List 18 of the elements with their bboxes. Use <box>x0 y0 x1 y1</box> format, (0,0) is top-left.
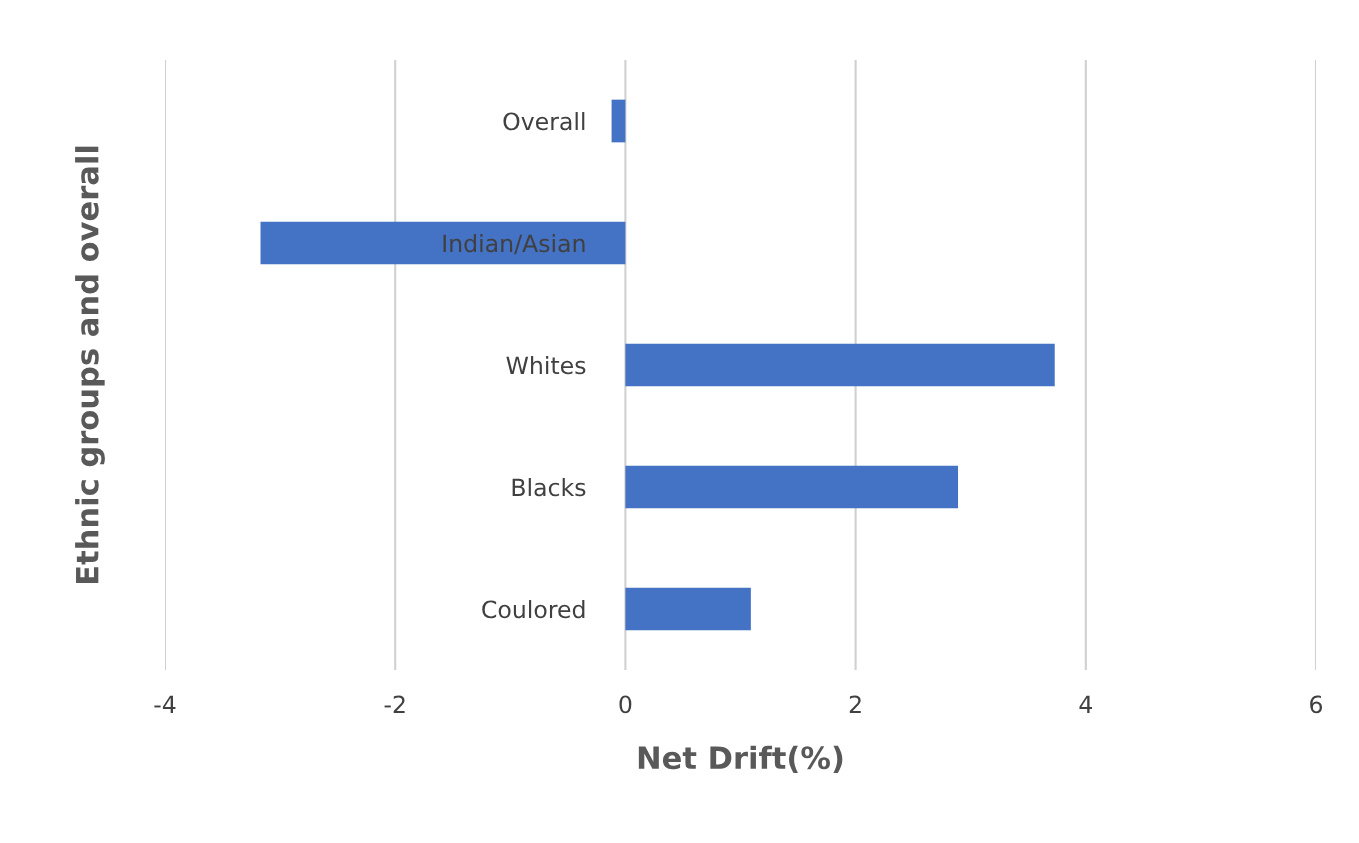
x-tick-label: 6 <box>1310 695 1323 714</box>
y-axis-title: Ethnic groups and overall <box>75 146 105 584</box>
x-tick-label: 4 <box>1079 695 1092 713</box>
y-tick-label: Overall <box>503 112 585 131</box>
x-tick-label: -4 <box>154 695 176 713</box>
bar <box>625 587 751 631</box>
x-axis-title: Net Drift(%) <box>638 745 843 773</box>
bar <box>260 221 626 265</box>
y-tick-label: Blacks <box>512 478 586 497</box>
y-tick-label: Indian/Asian <box>443 234 585 255</box>
x-tick-label: -2 <box>384 695 405 713</box>
y-tick-label: Whites <box>506 356 586 375</box>
bar <box>625 465 959 509</box>
y-tick-label: Coulored <box>482 600 585 619</box>
bar <box>625 343 1055 387</box>
x-tick-label: 0 <box>619 695 632 714</box>
x-tick-label: 2 <box>849 695 861 713</box>
bar <box>611 99 626 143</box>
